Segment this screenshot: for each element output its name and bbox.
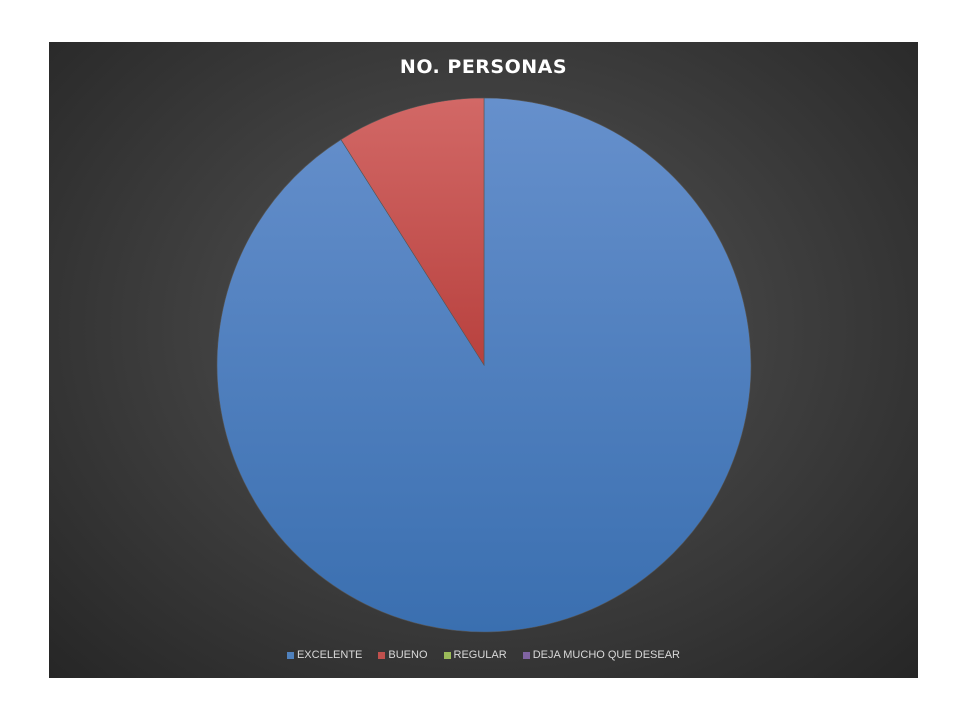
pie-slice-bueno: [340, 97, 485, 367]
legend-item: BUENO: [378, 649, 428, 661]
legend-item: DEJA MUCHO QUE DESEAR: [522, 649, 681, 661]
legend-label: DEJA MUCHO QUE DESEAR: [532, 649, 681, 661]
legend-label: BUENO: [388, 649, 428, 661]
chart-legend: EXCELENTE BUENO REGULAR DEJA MUCHO QUE DESE…: [49, 649, 918, 661]
legend-label: EXCELENTE: [296, 649, 363, 661]
legend-swatch: [443, 651, 451, 659]
legend-swatch: [522, 651, 530, 659]
legend-label: REGULAR: [453, 649, 507, 661]
legend-item: EXCELENTE: [286, 649, 363, 661]
legend-swatch: [378, 651, 386, 659]
legend-swatch: [286, 651, 294, 659]
chart-title: NO. PERSONAS: [399, 56, 568, 78]
chart-area: NO. PERSONAS EXCELENTE BUENO REGULAR DEJA M…: [49, 42, 918, 678]
pie-chart: [216, 97, 752, 633]
legend-item: REGULAR: [443, 649, 507, 661]
